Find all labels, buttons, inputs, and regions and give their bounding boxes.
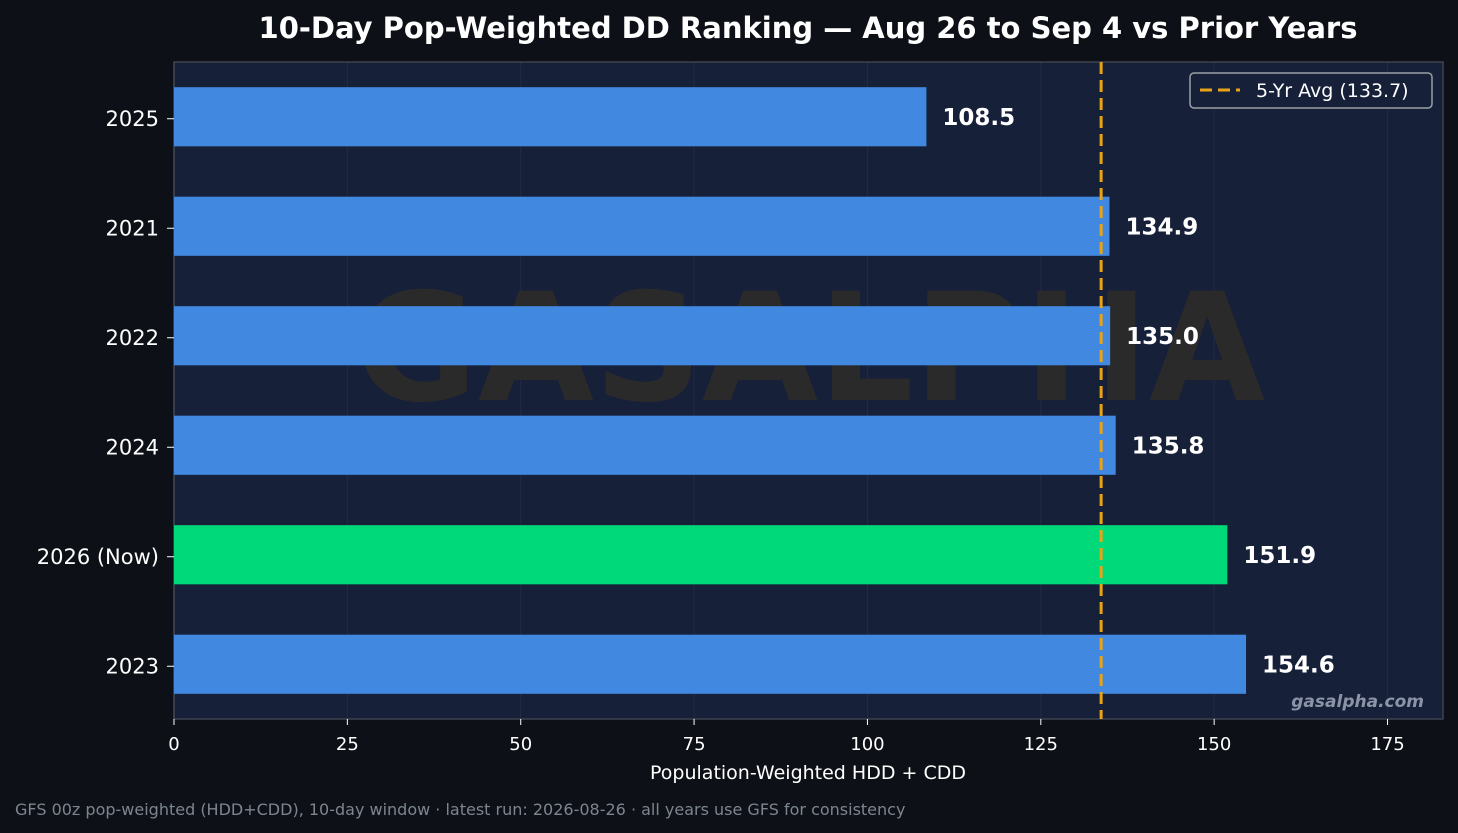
bar bbox=[174, 525, 1228, 585]
chart-title: 10-Day Pop-Weighted DD Ranking — Aug 26 … bbox=[259, 11, 1358, 45]
bar bbox=[174, 415, 1116, 475]
bar-value-label: 135.0 bbox=[1126, 324, 1199, 350]
y-axis: 2025 2021 2022 2024 2026 (Now) 2023 bbox=[37, 107, 174, 678]
plot-area bbox=[173, 61, 1444, 720]
x-tick-label: 125 bbox=[1024, 734, 1058, 755]
legend-box bbox=[1189, 72, 1433, 109]
bar bbox=[174, 306, 1111, 366]
y-tick-label: 2022 bbox=[106, 326, 159, 350]
legend-label-avg: 5-Yr Avg (133.7) bbox=[1256, 80, 1409, 102]
bars: 108.5 134.9 135.0 135.8 151.9 154.6 bbox=[174, 87, 1335, 694]
grid-lines bbox=[173, 62, 1389, 719]
y-tick-label: 2023 bbox=[106, 654, 159, 678]
bar-value-label: 134.9 bbox=[1125, 214, 1198, 240]
y-tick-label: 2024 bbox=[106, 435, 159, 459]
bar bbox=[174, 634, 1247, 694]
bar-value-label: 108.5 bbox=[942, 105, 1015, 131]
x-tick-label: 50 bbox=[509, 734, 532, 755]
bar-value-label: 151.9 bbox=[1243, 543, 1316, 569]
x-tick-label: 75 bbox=[683, 734, 706, 755]
footnote: GFS 00z pop-weighted (HDD+CDD), 10-day w… bbox=[15, 800, 905, 819]
x-axis: 0 25 50 75 100 125 150 175 bbox=[168, 719, 1405, 755]
bar bbox=[174, 87, 927, 147]
bar bbox=[174, 196, 1110, 256]
x-tick-label: 0 bbox=[168, 734, 179, 755]
bar-value-label: 135.8 bbox=[1132, 433, 1205, 459]
x-axis-title: Population-Weighted HDD + CDD bbox=[650, 762, 966, 784]
x-tick-label: 175 bbox=[1370, 734, 1404, 755]
x-tick-label: 100 bbox=[850, 734, 884, 755]
site-label: gasalpha.com bbox=[1291, 692, 1424, 712]
x-tick-label: 25 bbox=[336, 734, 359, 755]
y-tick-label: 2025 bbox=[106, 107, 159, 131]
bar-value-label: 154.6 bbox=[1262, 652, 1335, 678]
legend: 5-Yr Avg (133.7) bbox=[1189, 72, 1433, 109]
x-tick-label: 150 bbox=[1197, 734, 1231, 755]
y-tick-label: 2021 bbox=[106, 216, 159, 240]
y-tick-label: 2026 (Now) bbox=[37, 545, 159, 569]
